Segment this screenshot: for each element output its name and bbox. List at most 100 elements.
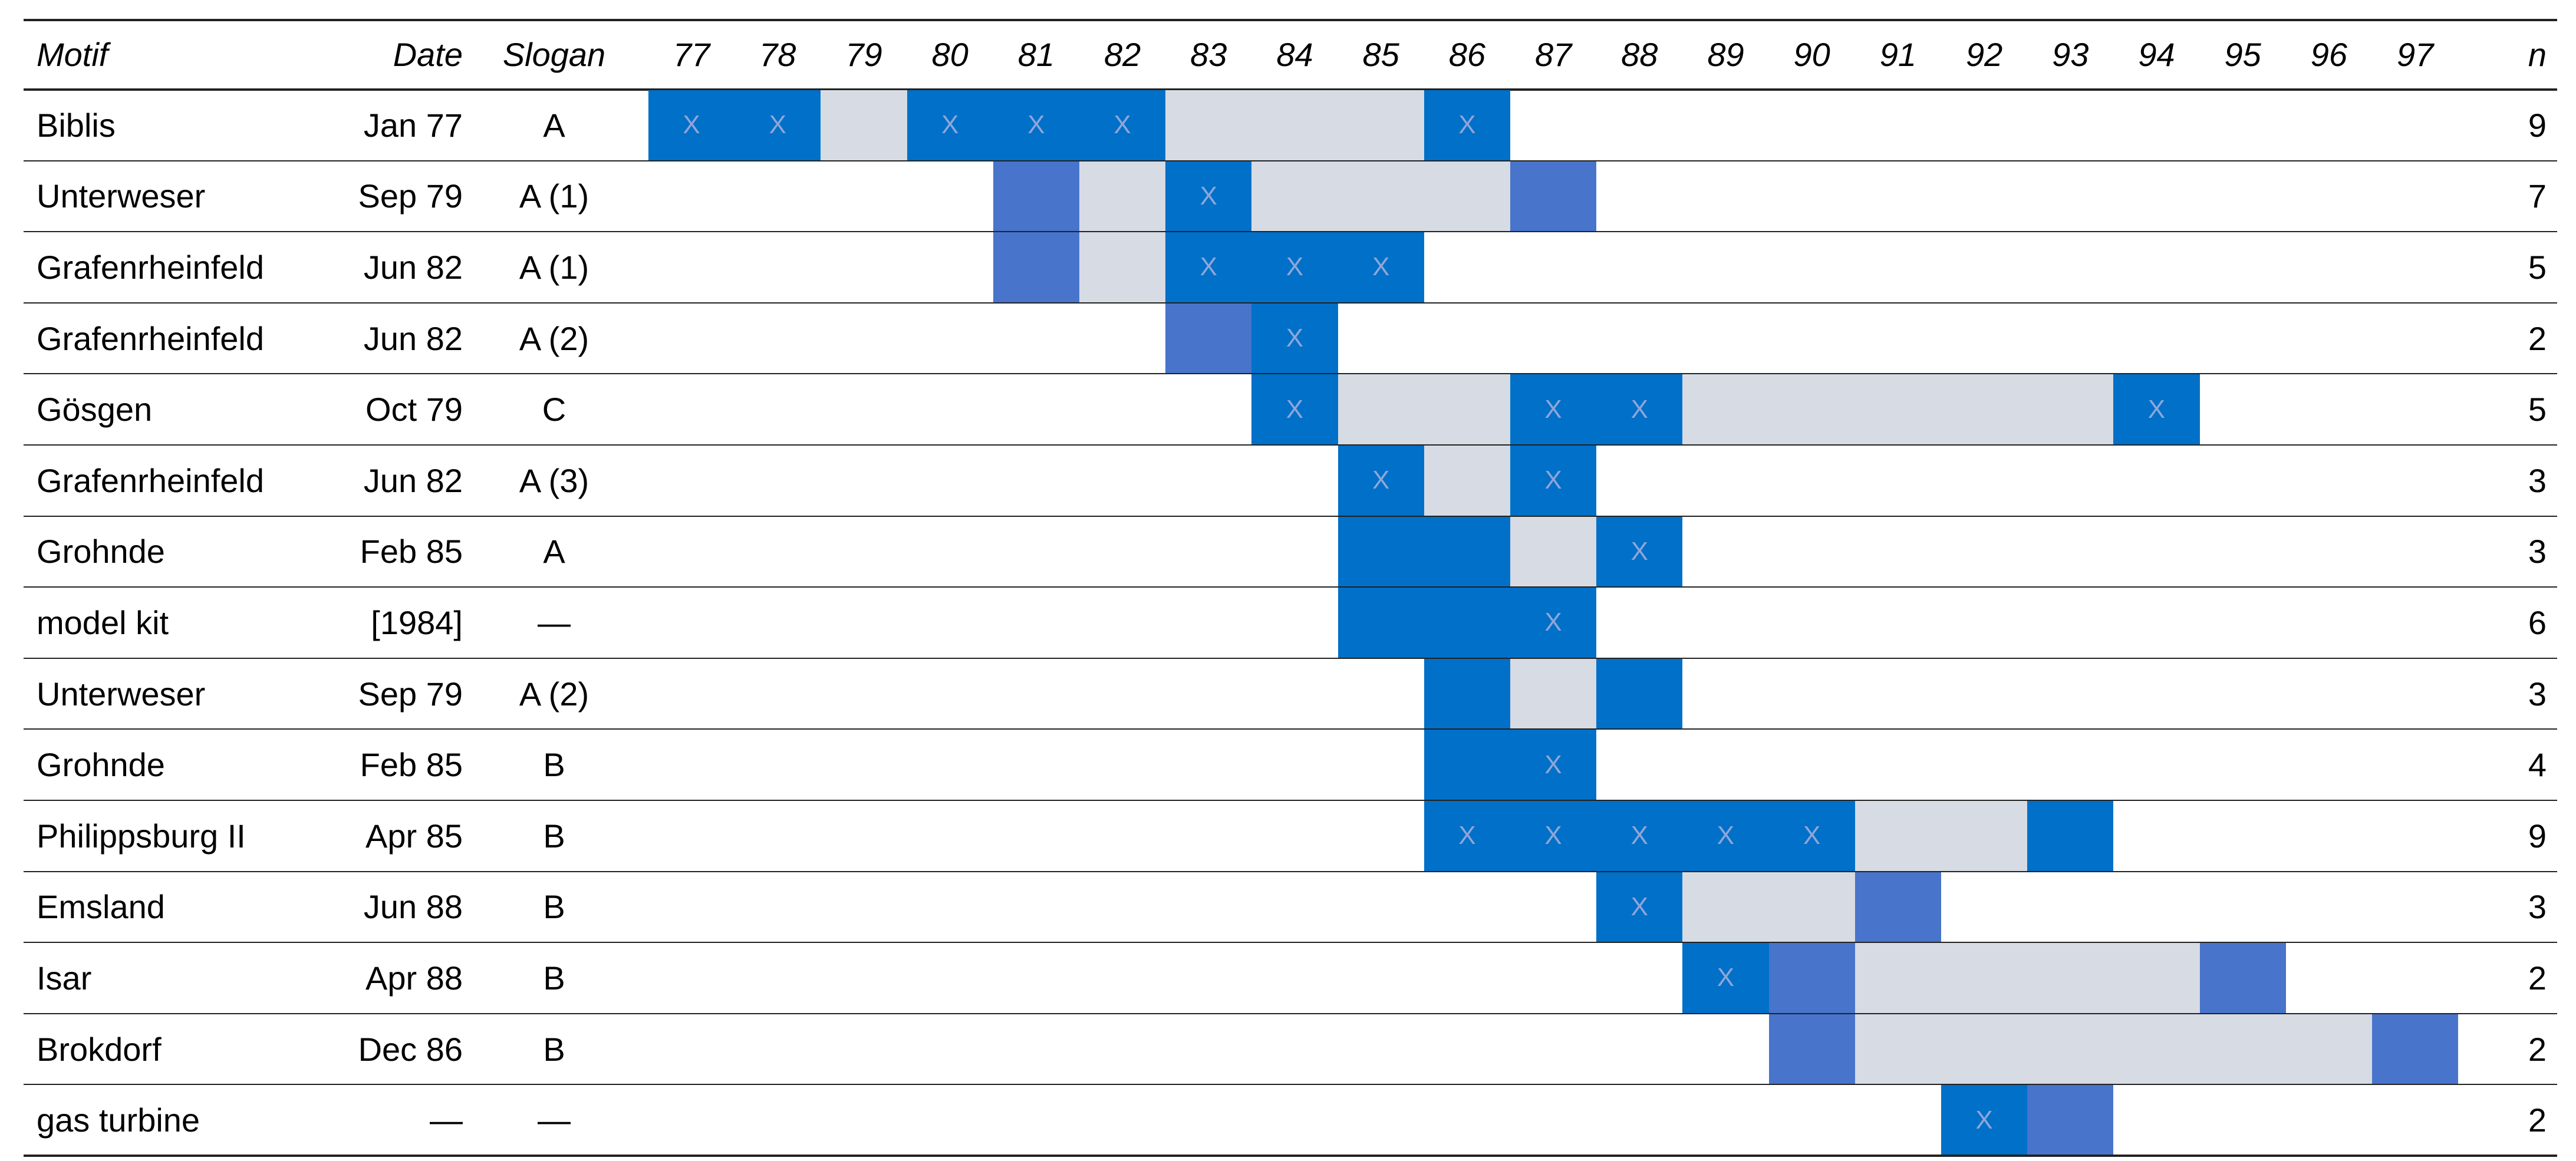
row-count: 6 bbox=[2528, 603, 2547, 641]
row-count: 3 bbox=[2528, 675, 2547, 713]
row-count: 7 bbox=[2528, 177, 2547, 215]
x-mark: X bbox=[1630, 536, 1648, 566]
x-mark: X bbox=[1544, 821, 1562, 850]
row-divider bbox=[24, 586, 2557, 588]
x-mark: X bbox=[1200, 252, 1217, 282]
row-divider bbox=[24, 942, 2557, 944]
row-motif: Grafenrheinfeld bbox=[37, 319, 265, 357]
row-count: 2 bbox=[2528, 1101, 2547, 1139]
timeline-bar-full bbox=[1941, 1085, 2028, 1155]
header-slogan: Slogan bbox=[502, 35, 606, 73]
header-year: 78 bbox=[759, 35, 796, 73]
header-year: 85 bbox=[1362, 35, 1399, 73]
row-count: 5 bbox=[2528, 391, 2547, 428]
row-date: Jun 82 bbox=[363, 319, 463, 357]
row-date: Sep 79 bbox=[358, 675, 463, 713]
row-motif: Grohnde bbox=[37, 746, 165, 784]
row-divider bbox=[24, 657, 2557, 659]
timeline-bar-gap bbox=[1510, 658, 1597, 729]
row-motif: Grafenrheinfeld bbox=[37, 461, 265, 499]
timeline-bar-full bbox=[1165, 161, 1252, 232]
header-year: 83 bbox=[1190, 35, 1227, 73]
row-divider bbox=[24, 444, 2557, 446]
x-mark: X bbox=[1630, 892, 1648, 921]
row-slogan: B bbox=[543, 1030, 565, 1068]
row-date: Jun 82 bbox=[363, 461, 463, 499]
x-mark: X bbox=[1630, 821, 1648, 850]
timeline-bar-full bbox=[1165, 232, 1424, 302]
timeline-bar-full bbox=[1424, 90, 1510, 160]
header-year: 96 bbox=[2310, 35, 2348, 73]
header-year: 86 bbox=[1448, 35, 1486, 73]
row-motif: Grafenrheinfeld bbox=[37, 248, 265, 286]
timeline-bar-gap bbox=[1854, 943, 2200, 1013]
row-divider bbox=[24, 870, 2557, 872]
timeline-bar-gap bbox=[1079, 161, 1166, 232]
timeline-bar-gap bbox=[821, 90, 907, 160]
timeline-bar-medium bbox=[2027, 1085, 2114, 1155]
timeline-bar-medium bbox=[1854, 872, 1941, 942]
row-slogan: B bbox=[543, 959, 565, 997]
row-count: 3 bbox=[2528, 533, 2547, 570]
row-motif: Brokdorf bbox=[37, 1030, 162, 1068]
x-mark: X bbox=[1544, 466, 1562, 495]
row-divider bbox=[24, 728, 2557, 730]
header-year: 91 bbox=[1879, 35, 1917, 73]
row-divider bbox=[24, 160, 2557, 161]
row-slogan: — bbox=[538, 1101, 571, 1139]
row-count: 5 bbox=[2528, 248, 2547, 286]
row-divider bbox=[24, 515, 2557, 517]
row-divider bbox=[24, 1012, 2557, 1014]
row-count: 2 bbox=[2528, 1030, 2547, 1068]
row-motif: model kit bbox=[37, 603, 169, 641]
row-date: Apr 88 bbox=[365, 959, 463, 997]
row-motif: gas turbine bbox=[37, 1101, 200, 1139]
x-mark: X bbox=[1286, 324, 1304, 353]
x-mark: X bbox=[1717, 821, 1735, 850]
timeline-bar-gap bbox=[1510, 516, 1597, 587]
row-slogan: B bbox=[543, 817, 565, 855]
timeline-bar-gap bbox=[1682, 872, 1855, 942]
header-year: 97 bbox=[2396, 35, 2434, 73]
x-mark: X bbox=[1114, 110, 1131, 140]
timeline-bar-full bbox=[1338, 516, 1510, 587]
row-date: — bbox=[430, 1101, 463, 1139]
row-motif: Isar bbox=[37, 959, 92, 997]
timeline-bar-full bbox=[1424, 801, 1855, 871]
row-count: 3 bbox=[2528, 461, 2547, 499]
row-slogan: A (2) bbox=[519, 675, 589, 713]
timeline-bar-full bbox=[648, 90, 821, 160]
x-mark: X bbox=[941, 110, 959, 140]
x-mark: X bbox=[769, 110, 786, 140]
header-date: Date bbox=[393, 35, 463, 73]
header-year: 79 bbox=[845, 35, 882, 73]
row-count: 9 bbox=[2528, 817, 2547, 855]
row-date: Jun 82 bbox=[363, 248, 463, 286]
timeline-bar-full bbox=[1682, 943, 1769, 1013]
timeline-bar-gap bbox=[1682, 374, 2114, 444]
x-mark: X bbox=[2147, 394, 2166, 424]
row-slogan: A bbox=[543, 106, 565, 144]
row-divider bbox=[24, 1084, 2557, 1086]
timeline-bar-full bbox=[1510, 374, 1683, 444]
timeline-bar-medium bbox=[993, 232, 1079, 302]
row-date: Feb 85 bbox=[360, 533, 463, 570]
timeline-bar-gap bbox=[1165, 90, 1424, 160]
x-mark: X bbox=[1630, 394, 1648, 424]
x-mark: X bbox=[683, 110, 700, 140]
row-motif: Grohnde bbox=[37, 533, 165, 570]
timeline-bar-full bbox=[1596, 872, 1683, 942]
header-year: 77 bbox=[673, 35, 710, 73]
row-date: Feb 85 bbox=[360, 746, 463, 784]
timeline-bar-gap bbox=[1854, 1014, 2372, 1084]
x-mark: X bbox=[1027, 110, 1045, 140]
row-count: 2 bbox=[2528, 959, 2547, 997]
row-motif: Unterweser bbox=[37, 675, 206, 713]
timeline-bar-full bbox=[1424, 658, 1510, 729]
timeline-bar-gap bbox=[1338, 374, 1510, 444]
row-motif: Gösgen bbox=[37, 391, 153, 428]
row-motif: Emsland bbox=[37, 888, 165, 926]
row-count: 2 bbox=[2528, 319, 2547, 357]
row-motif: Philippsburg II bbox=[37, 817, 246, 855]
